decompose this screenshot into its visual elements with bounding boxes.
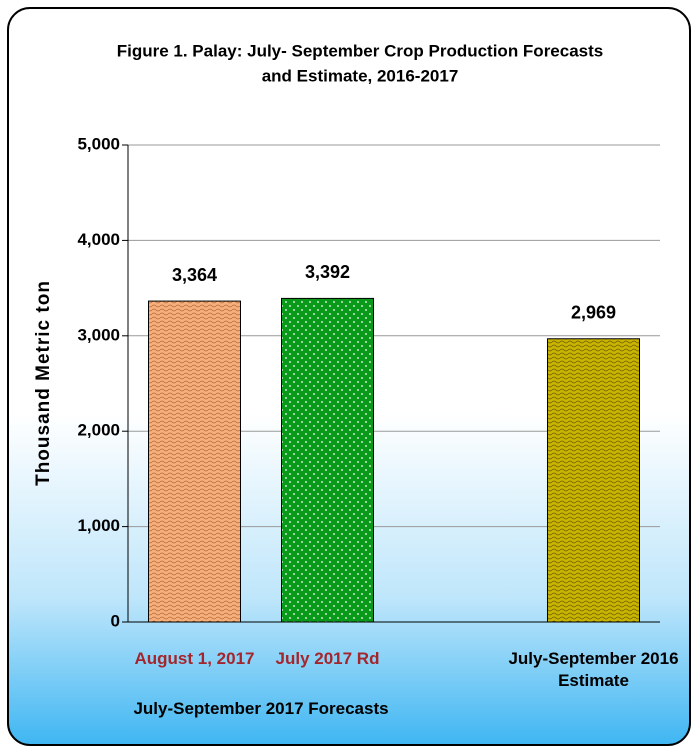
- x-tick-label: July 2017 Rd: [275, 649, 380, 668]
- x-tick-label: July-September 2016 Estimate: [508, 649, 679, 690]
- y-tick-label: 0: [111, 611, 120, 630]
- data-label: 3,364: [172, 265, 217, 285]
- chart-title: and Estimate, 2016-2017: [262, 66, 459, 85]
- bar: [547, 338, 640, 623]
- y-tick-label: 4,000: [77, 230, 120, 249]
- chart-title: Figure 1. Palay: July- September Crop Pr…: [117, 41, 604, 60]
- group-label: July-September 2017 Forecasts: [133, 699, 389, 718]
- bar: [281, 297, 374, 623]
- y-tick-label: 3,000: [77, 325, 120, 344]
- bar: [148, 300, 241, 623]
- x-tick-label: August 1, 2017: [134, 649, 255, 668]
- y-tick-label: 5,000: [77, 134, 120, 153]
- y-axis-label: Thousand Metric ton: [33, 280, 54, 486]
- y-tick-label: 2,000: [77, 421, 120, 440]
- data-label: 3,392: [305, 262, 350, 282]
- data-label: 2,969: [571, 303, 616, 323]
- y-tick-label: 1,000: [77, 516, 120, 535]
